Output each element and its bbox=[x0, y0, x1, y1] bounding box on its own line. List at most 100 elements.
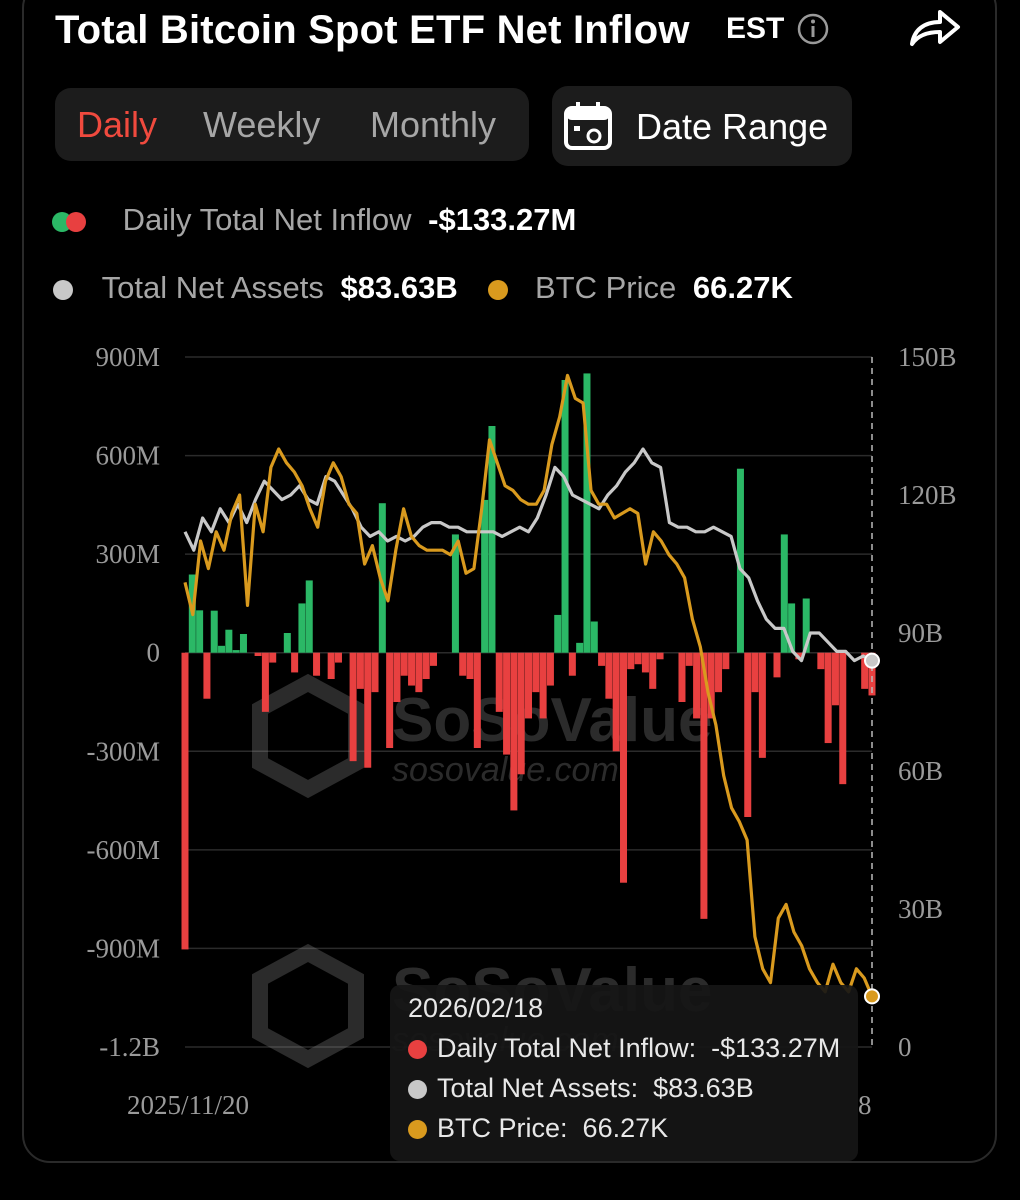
inflow-bar bbox=[861, 652, 869, 689]
page-title: Total Bitcoin Spot ETF Net Inflow bbox=[55, 8, 690, 52]
tab-weekly[interactable]: Weekly bbox=[203, 104, 321, 145]
inflow-bar bbox=[269, 652, 277, 663]
inflow-bar bbox=[291, 652, 299, 673]
left-axis-tick-label: 900M bbox=[95, 342, 160, 372]
inflow-bar bbox=[700, 652, 708, 919]
inflow-bar bbox=[429, 652, 437, 666]
inflow-bar bbox=[517, 652, 525, 775]
inflow-bar bbox=[788, 603, 796, 653]
assets-legend-label[interactable]: Total Net Assets bbox=[101, 270, 324, 305]
inflow-bar bbox=[824, 652, 832, 744]
left-axis-tick-label: 600M bbox=[95, 441, 160, 471]
btc-price-line bbox=[183, 373, 874, 998]
tooltip-inflow-dot bbox=[408, 1040, 427, 1060]
inflow-bar bbox=[561, 380, 569, 653]
info-icon[interactable] bbox=[796, 12, 830, 46]
legend-inflow[interactable]: Daily Total Net Inflow -$133.27M bbox=[52, 202, 576, 238]
inflow-bar bbox=[802, 598, 810, 653]
inflow-bar bbox=[422, 652, 430, 679]
left-axis-tick-label: 300M bbox=[95, 539, 160, 569]
inflow-bar bbox=[539, 652, 547, 719]
tooltip-row-price: BTC Price: 66.27K bbox=[408, 1113, 668, 1144]
inflow-bar bbox=[839, 652, 847, 785]
inflow-bar bbox=[203, 652, 211, 699]
inflow-bar bbox=[466, 652, 474, 679]
tooltip-date: 2026/02/18 bbox=[408, 993, 544, 1023]
inflow-bar bbox=[305, 580, 313, 653]
inflow-bar bbox=[678, 652, 686, 702]
right-axis-tick-label: 120B bbox=[898, 480, 957, 510]
inflow-bar bbox=[451, 534, 459, 653]
inflow-bar bbox=[473, 652, 481, 748]
date-range-label: Date Range bbox=[636, 106, 829, 147]
calendar-icon bbox=[564, 102, 612, 150]
tooltip-inflow-value: -$133.27M bbox=[711, 1033, 841, 1063]
inflow-bar bbox=[598, 652, 606, 666]
timezone-label[interactable]: EST bbox=[726, 12, 785, 45]
inflow-bar bbox=[327, 652, 335, 679]
inflow-bar bbox=[736, 468, 744, 653]
inflow-bar bbox=[210, 610, 218, 653]
inflow-bar bbox=[393, 652, 401, 702]
inflow-bar bbox=[831, 652, 839, 706]
inflow-bar bbox=[693, 652, 701, 719]
inflow-legend-value: -$133.27M bbox=[428, 202, 577, 237]
inflow-bar bbox=[218, 645, 226, 653]
tooltip-assets-label: Total Net Assets: bbox=[437, 1073, 639, 1103]
inflow-bar bbox=[313, 652, 321, 676]
inflow-bar bbox=[583, 373, 591, 653]
inflow-bar bbox=[641, 652, 649, 673]
x-axis-tick-label: 8 bbox=[858, 1090, 872, 1120]
inflow-bar bbox=[620, 652, 628, 883]
inflow-bar bbox=[371, 652, 379, 693]
watermark-url: sosovalue.com bbox=[392, 751, 619, 789]
inflow-bar bbox=[415, 652, 423, 693]
tab-daily[interactable]: Daily bbox=[77, 104, 158, 145]
inflow-bar bbox=[283, 633, 291, 653]
inflow-bar bbox=[400, 652, 408, 676]
inflow-bar bbox=[817, 652, 825, 670]
inflow-bar bbox=[758, 652, 766, 758]
chart-card bbox=[22, 0, 997, 1163]
inflow-bar bbox=[408, 652, 416, 686]
inflow-bar bbox=[656, 652, 664, 660]
inflow-bar bbox=[532, 652, 540, 693]
assets-legend-value: $83.63B bbox=[340, 270, 458, 305]
watermark-brand: SoSoValue bbox=[392, 686, 712, 755]
inflow-legend-label: Daily Total Net Inflow bbox=[122, 202, 412, 237]
inflow-bar bbox=[868, 652, 876, 696]
date-range-button[interactable]: Date Range bbox=[552, 86, 852, 166]
right-axis-tick-label: 0 bbox=[898, 1032, 912, 1062]
tooltip-row-inflow: Daily Total Net Inflow: -$133.27M bbox=[408, 1033, 840, 1064]
inflow-bar bbox=[386, 652, 394, 748]
tab-monthly[interactable]: Monthly bbox=[370, 104, 497, 145]
price-legend-dot bbox=[488, 279, 509, 300]
inflow-bar bbox=[722, 652, 730, 670]
inflow-bar bbox=[590, 621, 598, 653]
tooltip-assets-value: $83.63B bbox=[653, 1073, 754, 1103]
inflow-legend-icon bbox=[52, 210, 92, 234]
right-axis-tick-label: 90B bbox=[898, 618, 943, 648]
inflow-bar bbox=[334, 652, 342, 663]
inflow-bar bbox=[510, 652, 518, 811]
inflow-bar bbox=[261, 652, 269, 712]
inflow-bar bbox=[181, 652, 189, 950]
inflow-bar bbox=[751, 652, 759, 693]
inflow-bar bbox=[715, 652, 723, 693]
price-legend-label[interactable]: BTC Price bbox=[535, 270, 677, 305]
left-axis-tick-label: -300M bbox=[87, 736, 161, 766]
tooltip-price-label: BTC Price: bbox=[437, 1113, 568, 1143]
assets-marker bbox=[864, 652, 880, 669]
tooltip-inflow-label: Daily Total Net Inflow: bbox=[437, 1033, 697, 1063]
x-axis-tick-label: 2025/11/20 bbox=[127, 1090, 249, 1120]
tooltip-assets-dot bbox=[408, 1080, 427, 1100]
share-icon[interactable] bbox=[906, 4, 962, 52]
tooltip-price-value: 66.27K bbox=[582, 1113, 669, 1143]
inflow-bar bbox=[239, 633, 247, 653]
inflow-bar bbox=[707, 652, 715, 719]
right-axis-tick-label: 30B bbox=[898, 894, 943, 924]
inflow-bar bbox=[364, 652, 372, 768]
inflow-bar bbox=[780, 534, 788, 653]
watermark-logo-icon bbox=[252, 943, 364, 1069]
